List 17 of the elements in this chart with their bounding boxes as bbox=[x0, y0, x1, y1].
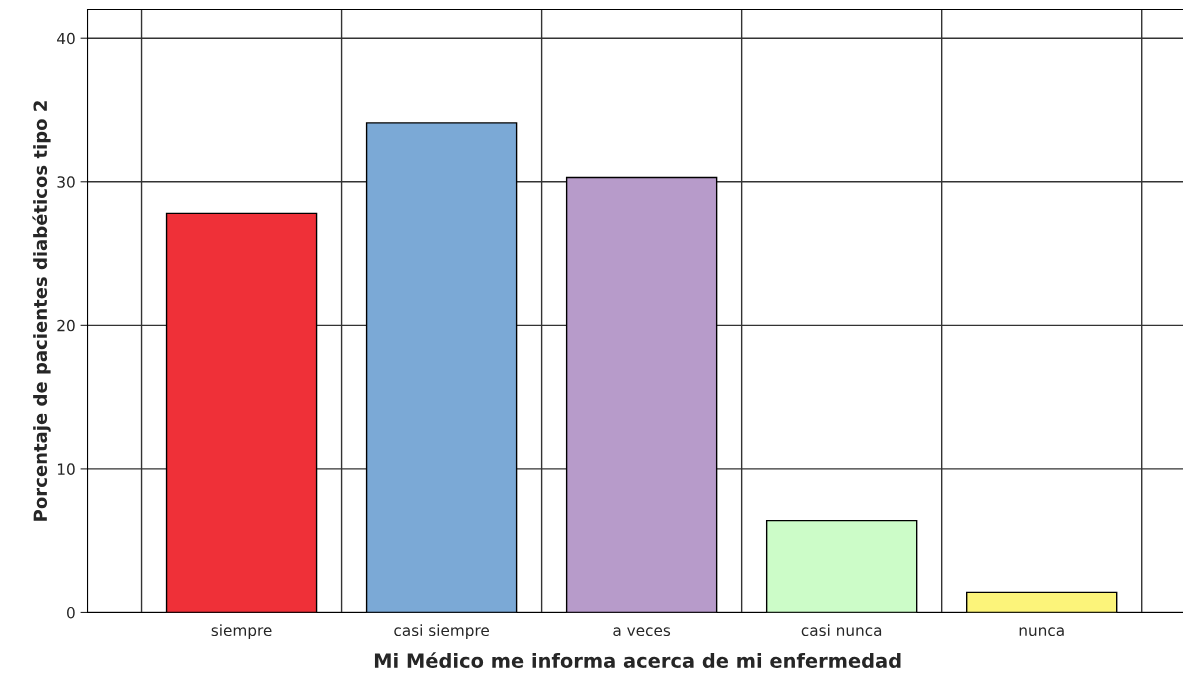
x-tick-label: siempre bbox=[211, 624, 272, 640]
x-tick-label: a veces bbox=[613, 627, 671, 637]
bar bbox=[765, 519, 918, 613]
y-tick-label: 40 bbox=[57, 32, 75, 45]
bar bbox=[165, 212, 318, 613]
y-tick-label: 30 bbox=[57, 176, 75, 188]
y-tick-label: 20 bbox=[57, 319, 75, 332]
bar bbox=[365, 122, 518, 613]
x-tick-label: casi nunca bbox=[801, 624, 882, 637]
x-tick-label: nunca bbox=[1019, 627, 1064, 637]
y-tick-label: 0 bbox=[67, 606, 75, 619]
y-tick-label: 10 bbox=[57, 463, 75, 475]
y-axis-title: Porcentaje de pacientes diabéticos tipo 2 bbox=[32, 101, 51, 521]
bar bbox=[565, 176, 718, 613]
x-axis-title: Mi Médico me informa acerca de mi enfermedad bbox=[374, 652, 901, 668]
x-tick-label: casi siempre bbox=[394, 624, 489, 640]
bar bbox=[965, 591, 1118, 613]
